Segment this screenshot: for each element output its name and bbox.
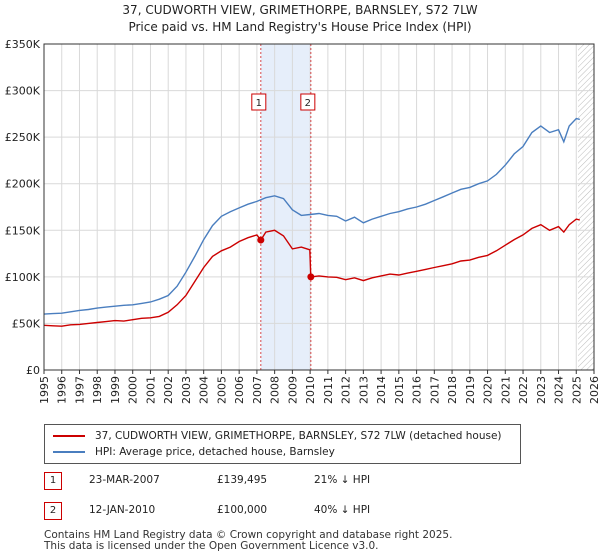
x-tick-label: 2003 — [180, 376, 193, 404]
x-tick-label: 2020 — [482, 376, 495, 404]
x-tick-label: 2004 — [198, 376, 211, 404]
footer: Contains HM Land Registry data © Crown c… — [44, 530, 452, 552]
x-tick-label: 2009 — [286, 376, 299, 404]
x-tick-label: 2022 — [517, 376, 530, 404]
x-tick-label: 2014 — [375, 376, 388, 404]
y-tick-label: £150K — [5, 224, 41, 237]
sale-label-text: 2 — [305, 98, 311, 109]
x-tick-label: 2013 — [357, 376, 370, 404]
x-tick-label: 2025 — [570, 376, 583, 404]
chart-title: 37, CUDWORTH VIEW, GRIMETHORPE, BARNSLEY… — [0, 2, 600, 36]
sale-number-badge: 1 — [44, 472, 62, 490]
x-tick-label: 2016 — [411, 376, 424, 404]
x-tick-label: 2023 — [535, 376, 548, 404]
sale-label-text: 1 — [256, 98, 262, 109]
footer-copyright: Contains HM Land Registry data © Crown c… — [44, 529, 453, 541]
x-tick-label: 2007 — [251, 376, 264, 404]
future-hatch-area — [578, 44, 594, 370]
sale-row: 1 23-MAR-2007 £139,495 21% ↓ HPI — [44, 472, 464, 494]
x-tick-label: 2005 — [215, 376, 228, 404]
y-tick-label: £100K — [5, 271, 41, 284]
y-tick-label: £200K — [5, 178, 41, 191]
x-tick-label: 2001 — [144, 376, 157, 404]
legend-swatch-property — [53, 435, 85, 437]
x-tick-label: 2017 — [428, 376, 441, 404]
sale-date: 12-JAN-2010 — [89, 504, 156, 516]
sale-number-badge: 2 — [44, 502, 62, 520]
legend-label-hpi: HPI: Average price, detached house, Barn… — [95, 446, 335, 458]
plot-area: £0 £50K £100K £150K £200K £250K £300K £350K 1995… — [5, 38, 600, 404]
x-tick-label: 1998 — [91, 376, 104, 404]
x-tick-label: 1996 — [56, 376, 69, 404]
sales-table: 1 23-MAR-2007 £139,495 21% ↓ HPI 2 12-JA… — [44, 472, 464, 532]
sale-date: 23-MAR-2007 — [89, 474, 160, 486]
sale-label-box — [251, 93, 267, 111]
x-tick-label: 2008 — [269, 376, 282, 404]
x-tick-label: 2000 — [127, 376, 140, 404]
sale-hpi-diff: 40% ↓ HPI — [314, 504, 371, 516]
legend-item-hpi: HPI: Average price, detached house, Barn… — [53, 444, 335, 460]
x-tick-label: 2006 — [233, 376, 246, 404]
sale-hpi-diff: 21% ↓ HPI — [314, 474, 371, 486]
sale-label-box — [300, 93, 316, 111]
y-tick-label: £350K — [5, 38, 41, 51]
y-tick-label: £300K — [5, 85, 41, 98]
x-tick-label: 1997 — [73, 376, 86, 404]
x-tick-label: 2015 — [393, 376, 406, 404]
x-tick-label: 2024 — [553, 376, 566, 404]
x-tick-label: 2011 — [322, 376, 335, 404]
x-tick-label: 2018 — [446, 376, 459, 404]
legend-item-property: 37, CUDWORTH VIEW, GRIMETHORPE, BARNSLEY… — [53, 428, 502, 444]
sale-row: 2 12-JAN-2010 £100,000 40% ↓ HPI — [44, 502, 464, 524]
legend: 37, CUDWORTH VIEW, GRIMETHORPE, BARNSLEY… — [44, 424, 521, 464]
legend-label-property: 37, CUDWORTH VIEW, GRIMETHORPE, BARNSLEY… — [95, 430, 502, 442]
sale-price: £100,000 — [217, 504, 268, 516]
plot-frame — [43, 43, 595, 371]
title-line-2: Price paid vs. HM Land Registry's House … — [128, 20, 472, 34]
footer-license: This data is licensed under the Open Gov… — [44, 540, 379, 552]
y-tick-label: £50K — [12, 317, 41, 330]
x-tick-label: 2019 — [464, 376, 477, 404]
title-line-1: 37, CUDWORTH VIEW, GRIMETHORPE, BARNSLEY… — [122, 3, 478, 17]
x-tick-label: 2021 — [499, 376, 512, 404]
y-tick-label: £250K — [5, 131, 41, 144]
sale-point — [257, 236, 265, 244]
price-chart: £0 £50K £100K £150K £200K £250K £300K £350K 1995… — [5, 38, 600, 404]
x-tick-label: 1999 — [109, 376, 122, 404]
x-tick-label: 2002 — [162, 376, 175, 404]
hpi-line — [43, 117, 580, 315]
sale-price: £139,495 — [217, 474, 268, 486]
x-tick-label: 2026 — [588, 376, 600, 404]
plot-background — [44, 44, 594, 370]
sale-point — [307, 273, 315, 281]
x-tick-label: 2010 — [304, 376, 317, 404]
sale-period-band — [260, 44, 311, 370]
x-tick-label: 1995 — [38, 376, 51, 404]
y-tick-label: £0 — [26, 364, 40, 377]
legend-swatch-hpi — [53, 451, 85, 453]
x-tick-label: 2012 — [340, 376, 353, 404]
